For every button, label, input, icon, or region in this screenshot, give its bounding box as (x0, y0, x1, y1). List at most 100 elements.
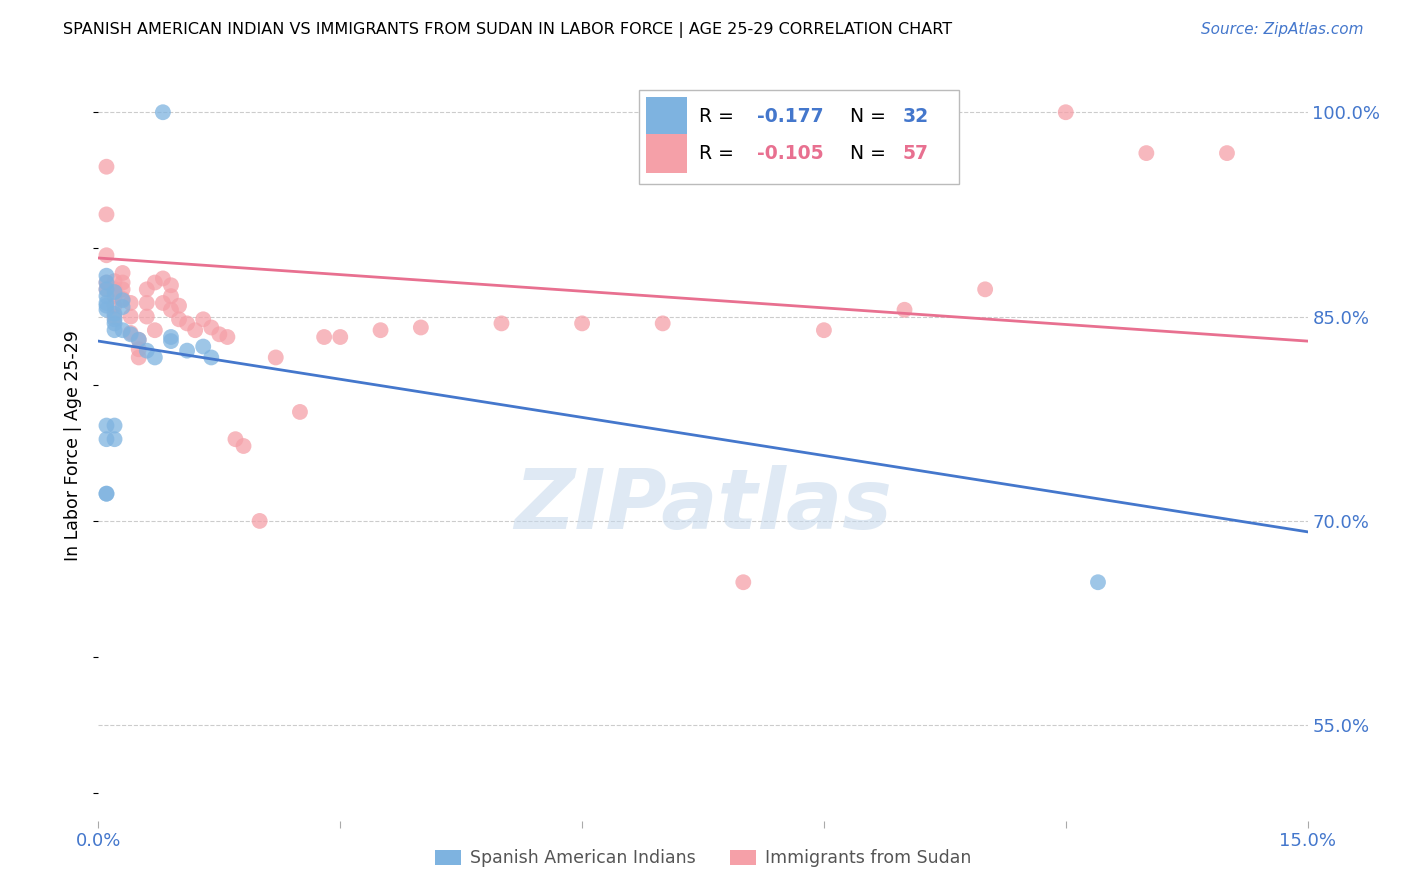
Point (733, 575, 755, 590)
FancyBboxPatch shape (647, 97, 688, 136)
Text: Source: ZipAtlas.com: Source: ZipAtlas.com (1201, 22, 1364, 37)
Point (200, 351, 222, 365)
Point (120, 310, 142, 324)
Point (96, 207, 118, 221)
Point (96, 432, 118, 446)
Point (329, 330, 352, 344)
Point (176, 317, 198, 331)
Point (224, 432, 246, 446)
Point (96, 282, 118, 296)
Point (143, 351, 166, 365)
Point (135, 310, 157, 324)
Point (491, 317, 513, 331)
Point (111, 292, 134, 306)
Point (103, 285, 125, 299)
Point (96, 418, 118, 433)
Point (135, 282, 157, 296)
Point (167, 299, 190, 313)
Point (184, 323, 207, 337)
Point (152, 105, 174, 120)
Point (409, 320, 432, 334)
Point (120, 296, 142, 310)
Point (571, 317, 593, 331)
Point (264, 351, 287, 365)
Point (111, 293, 134, 308)
Point (103, 289, 125, 303)
Point (370, 323, 392, 337)
Point (1087, 575, 1109, 590)
Point (160, 302, 183, 317)
Point (103, 274, 125, 288)
Text: N =: N = (838, 145, 893, 163)
Text: ZIPatlas: ZIPatlas (515, 466, 891, 547)
Text: N =: N = (838, 107, 893, 126)
Point (217, 330, 239, 344)
Point (96, 299, 118, 313)
Point (176, 343, 198, 358)
Point (893, 302, 915, 317)
Point (96, 486, 118, 500)
Point (1135, 146, 1157, 161)
Point (96, 268, 118, 283)
Point (111, 282, 134, 296)
Point (111, 323, 134, 337)
Point (103, 312, 125, 326)
Point (974, 282, 997, 296)
Legend: Spanish American Indians, Immigrants from Sudan: Spanish American Indians, Immigrants fro… (427, 843, 979, 874)
Point (96, 276, 118, 290)
Text: 57: 57 (903, 145, 928, 163)
Point (1216, 146, 1239, 161)
Point (193, 312, 215, 326)
Point (651, 317, 673, 331)
Point (135, 343, 157, 358)
Point (96, 282, 118, 296)
Text: SPANISH AMERICAN INDIAN VS IMMIGRANTS FROM SUDAN IN LABOR FORCE | AGE 25-29 CORR: SPANISH AMERICAN INDIAN VS IMMIGRANTS FR… (63, 22, 952, 38)
Point (160, 334, 183, 348)
Point (128, 333, 150, 347)
Point (160, 289, 183, 303)
Point (288, 405, 311, 419)
Point (1054, 105, 1077, 120)
Text: 32: 32 (903, 107, 928, 126)
Point (128, 333, 150, 347)
Point (103, 317, 125, 331)
Text: -0.105: -0.105 (758, 145, 824, 163)
Point (111, 266, 134, 280)
Point (120, 327, 142, 342)
Point (111, 276, 134, 290)
Point (152, 271, 174, 285)
Point (143, 276, 166, 290)
Point (200, 320, 222, 334)
Point (208, 327, 231, 342)
Point (143, 323, 166, 337)
Text: R =: R = (699, 107, 740, 126)
Point (96, 302, 118, 317)
Point (167, 312, 190, 326)
Point (103, 307, 125, 321)
Text: R =: R = (699, 145, 740, 163)
Point (135, 296, 157, 310)
FancyBboxPatch shape (638, 90, 959, 184)
Point (103, 418, 125, 433)
Point (96, 248, 118, 262)
Point (103, 299, 125, 313)
Point (813, 323, 835, 337)
Point (96, 276, 118, 290)
Point (128, 351, 150, 365)
Y-axis label: In Labor Force | Age 25-29: In Labor Force | Age 25-29 (65, 331, 83, 561)
Point (152, 296, 174, 310)
Point (103, 323, 125, 337)
Point (96, 289, 118, 303)
Point (232, 439, 254, 453)
Point (96, 296, 118, 310)
Point (314, 330, 336, 344)
Point (96, 160, 118, 174)
Point (160, 330, 183, 344)
Point (103, 310, 125, 324)
Point (103, 282, 125, 296)
Point (193, 340, 215, 354)
Text: -0.177: -0.177 (758, 107, 824, 126)
Point (111, 300, 134, 314)
Point (128, 343, 150, 357)
Point (160, 278, 183, 293)
